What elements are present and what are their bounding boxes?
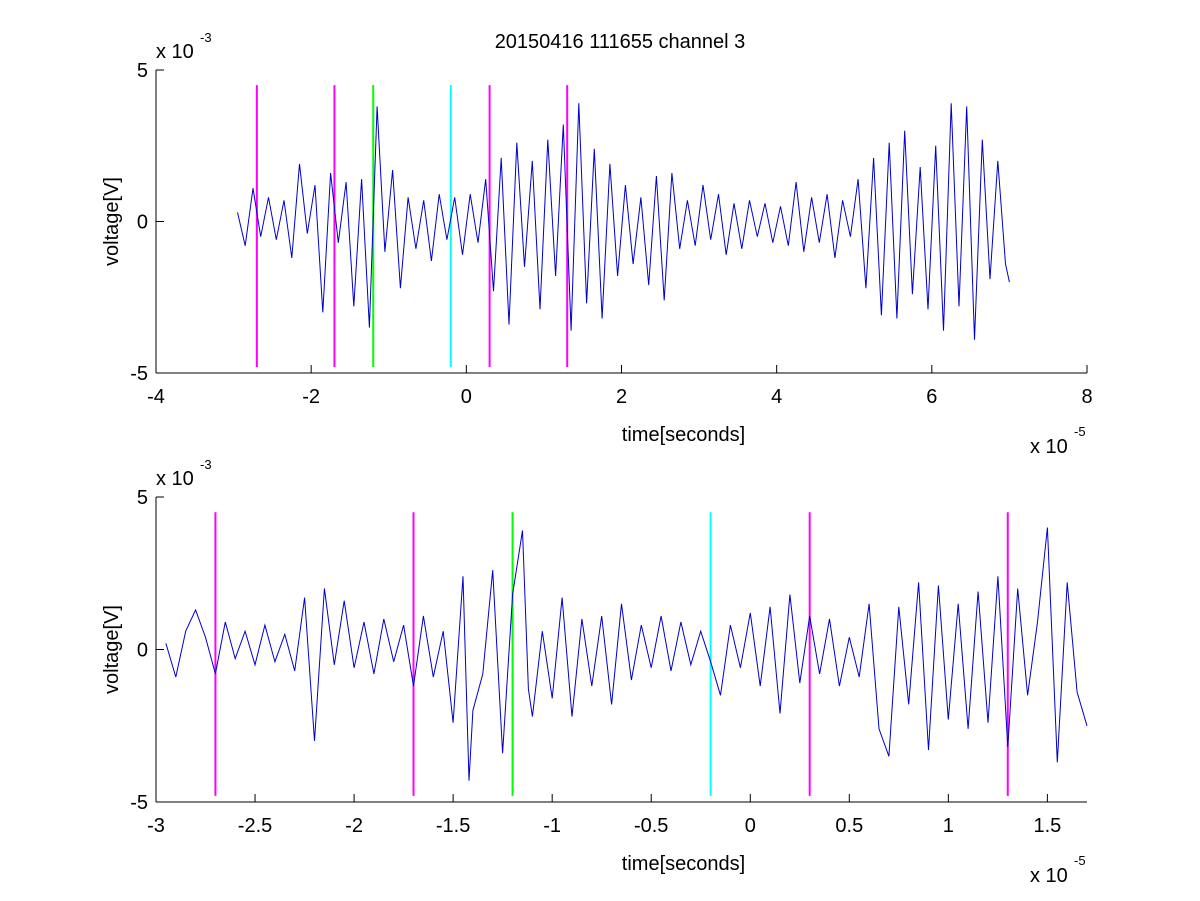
x-exponent-power: -5 [1074, 424, 1086, 439]
y-exponent-label: x 10 [156, 41, 194, 63]
x-tick-label: -4 [147, 386, 165, 408]
x-tick-label: 4 [771, 386, 782, 408]
y-exponent-label: x 10 [156, 468, 194, 490]
x-tick-label: 8 [1081, 386, 1092, 408]
chart-top: -4 -2 0 2 4 6 8 -5 0 5 time[seconds] voltage[V] x 10… [101, 30, 1093, 458]
y-axis-label: voltage[V] [101, 177, 123, 266]
y-tick-label: 0 [137, 640, 148, 662]
x-tick-label: -0.5 [634, 815, 668, 837]
chart-bottom: -3 -2.5 -2 -1.5 -1 -0.5 0 0.5 1 1.5 -5 0 5 time[secon… [101, 457, 1088, 887]
x-tick-label: -2 [302, 386, 320, 408]
x-tick-label: 0 [461, 386, 472, 408]
x-tick-label: 1.5 [1033, 815, 1061, 837]
x-tick-label: -1.5 [436, 815, 470, 837]
x-tick-label: 0.5 [835, 815, 863, 837]
y-tick-label: 0 [137, 212, 148, 234]
x-tick-label: -1 [543, 815, 561, 837]
y-tick-label: -5 [130, 792, 148, 814]
x-tick-label: -2.5 [238, 815, 272, 837]
x-axis-label: time[seconds] [622, 424, 745, 446]
y-exponent-power: -3 [200, 457, 212, 472]
x-axis-label: time[seconds] [622, 853, 745, 875]
x-tick-label: 6 [926, 386, 937, 408]
x-tick-label: -2 [345, 815, 363, 837]
x-tick-label: -3 [147, 815, 165, 837]
x-tick-label: 0 [745, 815, 756, 837]
y-axis-label: voltage[V] [101, 605, 123, 694]
series-line-0 [237, 103, 1010, 340]
x-exponent-label: x 10 [1030, 865, 1068, 887]
y-tick-label: -5 [130, 363, 148, 385]
x-exponent-label: x 10 [1030, 436, 1068, 458]
series-line-0 [165, 527, 1088, 781]
y-exponent-power: -3 [200, 30, 212, 45]
x-tick-label: 1 [943, 815, 954, 837]
x-exponent-power: -5 [1074, 853, 1086, 868]
y-tick-label: 5 [137, 487, 148, 509]
x-tick-label: 2 [616, 386, 627, 408]
y-tick-label: 5 [137, 60, 148, 82]
figure-title: 20150416 111655 channel 3 [495, 31, 746, 53]
